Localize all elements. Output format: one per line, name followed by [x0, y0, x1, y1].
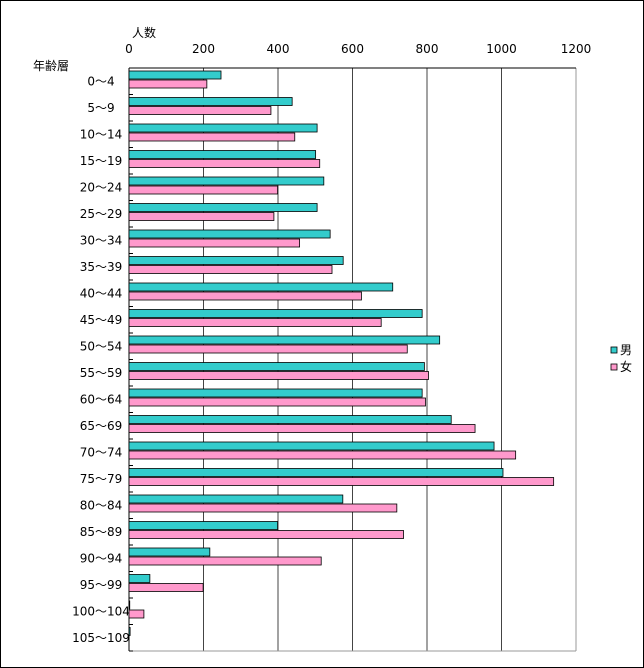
- x-tick-label: 1000: [486, 42, 517, 56]
- legend-label: 女: [620, 359, 632, 374]
- bar-female: [128, 212, 275, 221]
- bar-male: [128, 362, 425, 371]
- bar-male: [128, 70, 222, 80]
- bar-male: [128, 229, 331, 239]
- bar-male: [128, 309, 423, 318]
- y-axis-title: 年齢層: [33, 58, 69, 73]
- bar-female: [128, 132, 296, 142]
- y-tick-label: 35～39: [80, 260, 123, 274]
- bar-female: [128, 265, 333, 274]
- x-tick-label: 800: [416, 42, 439, 56]
- bar-female: [128, 238, 301, 248]
- x-tick-label: 0: [125, 42, 133, 56]
- bar-female: [128, 159, 321, 168]
- bar-female: [128, 477, 555, 486]
- bar-male: [128, 256, 344, 265]
- bar-female: [128, 609, 145, 619]
- bar-female: [128, 583, 204, 592]
- bar-male: [128, 574, 151, 583]
- y-tick-label: 30～34: [80, 233, 123, 247]
- y-tick-label: 20～24: [80, 180, 123, 194]
- bar-male: [128, 150, 317, 159]
- bar-female: [128, 530, 404, 539]
- bar-male: [128, 415, 452, 424]
- legend-label: 男: [620, 343, 632, 357]
- bar-male: [128, 547, 211, 557]
- x-tick-label: 200: [192, 42, 215, 56]
- legend-swatch: [610, 363, 618, 371]
- x-tick-label: 1200: [561, 42, 592, 56]
- y-tick-label: 100～104: [72, 604, 130, 618]
- bar-female: [128, 556, 322, 566]
- bar-female: [128, 397, 426, 407]
- bar-male: [128, 176, 325, 186]
- bar-male: [128, 388, 423, 398]
- y-tick-label: 5～9: [87, 101, 114, 115]
- y-tick-label: 60～64: [80, 392, 123, 406]
- y-tick-label: 50～54: [80, 339, 123, 353]
- y-tick-label: 80～84: [80, 498, 123, 512]
- x-axis-title: 人数: [132, 25, 156, 40]
- bar-female: [128, 371, 429, 380]
- bar-female: [128, 79, 208, 89]
- bar-male: [128, 335, 441, 345]
- bar-male: [128, 521, 279, 530]
- y-tick-label: 0～4: [87, 74, 114, 88]
- bar-female: [128, 291, 362, 301]
- bar-male: [128, 600, 131, 610]
- bar-female: [128, 503, 398, 513]
- y-tick-label: 15～19: [80, 154, 123, 168]
- bar-female: [128, 106, 272, 115]
- bar-male: [128, 441, 495, 451]
- y-tick-label: 55～59: [80, 366, 123, 380]
- y-tick-label: 105～109: [72, 631, 130, 645]
- bar-female: [128, 424, 476, 433]
- bar-male: [128, 123, 318, 133]
- y-tick-label: 25～29: [80, 207, 123, 221]
- y-tick-label: 40～44: [80, 286, 123, 300]
- x-tick-label: 400: [267, 42, 290, 56]
- x-tick-label: 600: [341, 42, 364, 56]
- bar-male: [128, 468, 504, 477]
- bar-male: [128, 203, 318, 212]
- bar-female: [128, 185, 279, 195]
- y-tick-label: 65～69: [80, 419, 123, 433]
- bar-male: [128, 494, 344, 504]
- y-tick-label: 90～94: [80, 551, 123, 565]
- bar-female: [128, 344, 408, 354]
- y-tick-label: 45～49: [80, 313, 123, 327]
- y-tick-label: 85～89: [80, 525, 123, 539]
- bar-male: [128, 282, 394, 292]
- y-tick-label: 95～99: [80, 578, 123, 592]
- legend-swatch: [610, 346, 618, 354]
- y-tick-label: 75～79: [80, 472, 123, 486]
- bar-male: [128, 97, 293, 106]
- bar-female: [128, 318, 382, 327]
- y-tick-label: 10～14: [80, 127, 123, 141]
- bar-female: [128, 450, 517, 460]
- y-tick-label: 70～74: [80, 445, 123, 459]
- bar-male: [128, 627, 131, 636]
